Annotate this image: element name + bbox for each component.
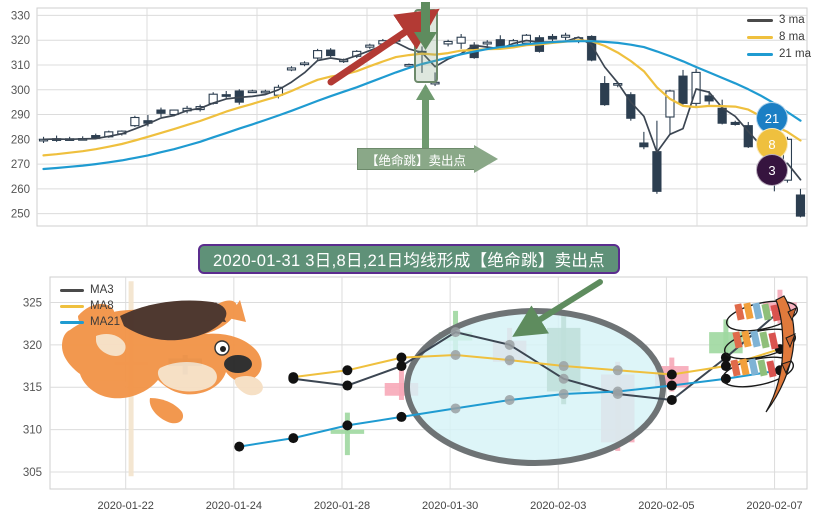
bottom-y-axis-ticks: 305 310 315 320 325 <box>23 297 42 479</box>
red-uptrend-arrow <box>327 8 440 86</box>
bottom-detail-chart-panel: 305 310 315 320 325 2020-01-22 2020-01-24 2020… <box>0 272 819 526</box>
legend-swatch-icon <box>60 304 84 308</box>
green-up-arrow <box>416 84 435 152</box>
svg-text:325: 325 <box>23 297 42 309</box>
annotation-banner: 2020-01-31 3日,8日,21日均线形成【绝命跳】卖出点 <box>198 244 620 274</box>
legend-item-21ma: 21 ma <box>747 46 811 63</box>
legend-label: 8 ma <box>779 31 805 43</box>
svg-text:260: 260 <box>11 184 30 196</box>
svg-text:310: 310 <box>23 425 42 437</box>
legend-swatch-icon <box>747 19 774 22</box>
svg-text:305: 305 <box>23 467 42 479</box>
svg-text:270: 270 <box>11 159 30 171</box>
bottom-chart-legend: MA3 MA8 MA21 <box>60 282 120 330</box>
top-chart-legend: 3 ma 8 ma 21 ma <box>747 12 811 63</box>
legend-label: 21 ma <box>779 48 811 60</box>
legend-item-3ma: 3 ma <box>747 12 811 29</box>
legend-swatch-icon <box>60 288 84 292</box>
top-moving-average-lines <box>42 36 802 181</box>
legend-label: MA21 <box>90 316 121 328</box>
svg-text:315: 315 <box>23 382 42 394</box>
callout-arrow-head-icon <box>474 145 498 173</box>
green-down-arrow <box>414 2 437 50</box>
bottom-data-points <box>234 305 785 452</box>
pointer-arrow <box>512 279 603 337</box>
svg-text:2020-01-24: 2020-01-24 <box>206 500 262 512</box>
svg-text:250: 250 <box>11 209 30 221</box>
legend-item-ma8: MA8 <box>60 298 120 314</box>
annotation-banner-text: 2020-01-31 3日,8日,21日均线形成【绝命跳】卖出点 <box>213 252 605 270</box>
ma-badge-label: 3 <box>768 162 776 178</box>
legend-label: MA3 <box>90 284 114 296</box>
svg-text:310: 310 <box>11 60 30 72</box>
svg-text:320: 320 <box>11 35 30 47</box>
svg-text:2020-01-22: 2020-01-22 <box>98 500 154 512</box>
legend-swatch-icon <box>747 53 774 56</box>
legend-swatch-icon <box>60 320 84 324</box>
top-price-chart-panel: 250 260 270 280 290 300 310 320 330 <box>0 0 819 240</box>
coil-sticker <box>721 295 799 413</box>
crossover-ellipse <box>404 308 666 466</box>
svg-text:290: 290 <box>11 110 30 122</box>
ma-badge-label: 8 <box>768 136 776 152</box>
svg-text:2020-01-28: 2020-01-28 <box>314 500 370 512</box>
svg-text:2020-02-03: 2020-02-03 <box>530 500 586 512</box>
legend-item-8ma: 8 ma <box>747 29 811 46</box>
ma-badge-3: 3 <box>756 154 788 186</box>
svg-text:280: 280 <box>11 134 30 146</box>
svg-text:300: 300 <box>11 85 30 97</box>
svg-text:2020-02-07: 2020-02-07 <box>746 500 802 512</box>
top-vertical-gridlines <box>146 8 698 226</box>
legend-label: 3 ma <box>779 14 805 26</box>
legend-label: MA8 <box>90 300 114 312</box>
legend-swatch-icon <box>747 36 774 39</box>
legend-item-ma21: MA21 <box>60 314 120 330</box>
legend-item-ma3: MA3 <box>60 282 120 298</box>
svg-text:330: 330 <box>11 10 30 22</box>
sell-point-callout-label: 【绝命跳】卖出点 <box>357 148 475 170</box>
bottom-x-axis-ticks: 2020-01-22 2020-01-24 2020-01-28 2020-01-30… <box>98 500 803 512</box>
ma-badge-label: 21 <box>764 110 780 126</box>
top-y-axis-ticks: 250 260 270 280 290 300 310 320 330 <box>11 10 30 220</box>
svg-text:2020-02-05: 2020-02-05 <box>638 500 694 512</box>
sell-point-callout: 【绝命跳】卖出点 <box>357 145 502 173</box>
top-chart-svg: 250 260 270 280 290 300 310 320 330 <box>11 2 808 227</box>
dog-sticker <box>62 300 263 424</box>
svg-text:320: 320 <box>23 340 42 352</box>
top-candlesticks <box>38 32 806 218</box>
svg-text:2020-01-30: 2020-01-30 <box>422 500 478 512</box>
